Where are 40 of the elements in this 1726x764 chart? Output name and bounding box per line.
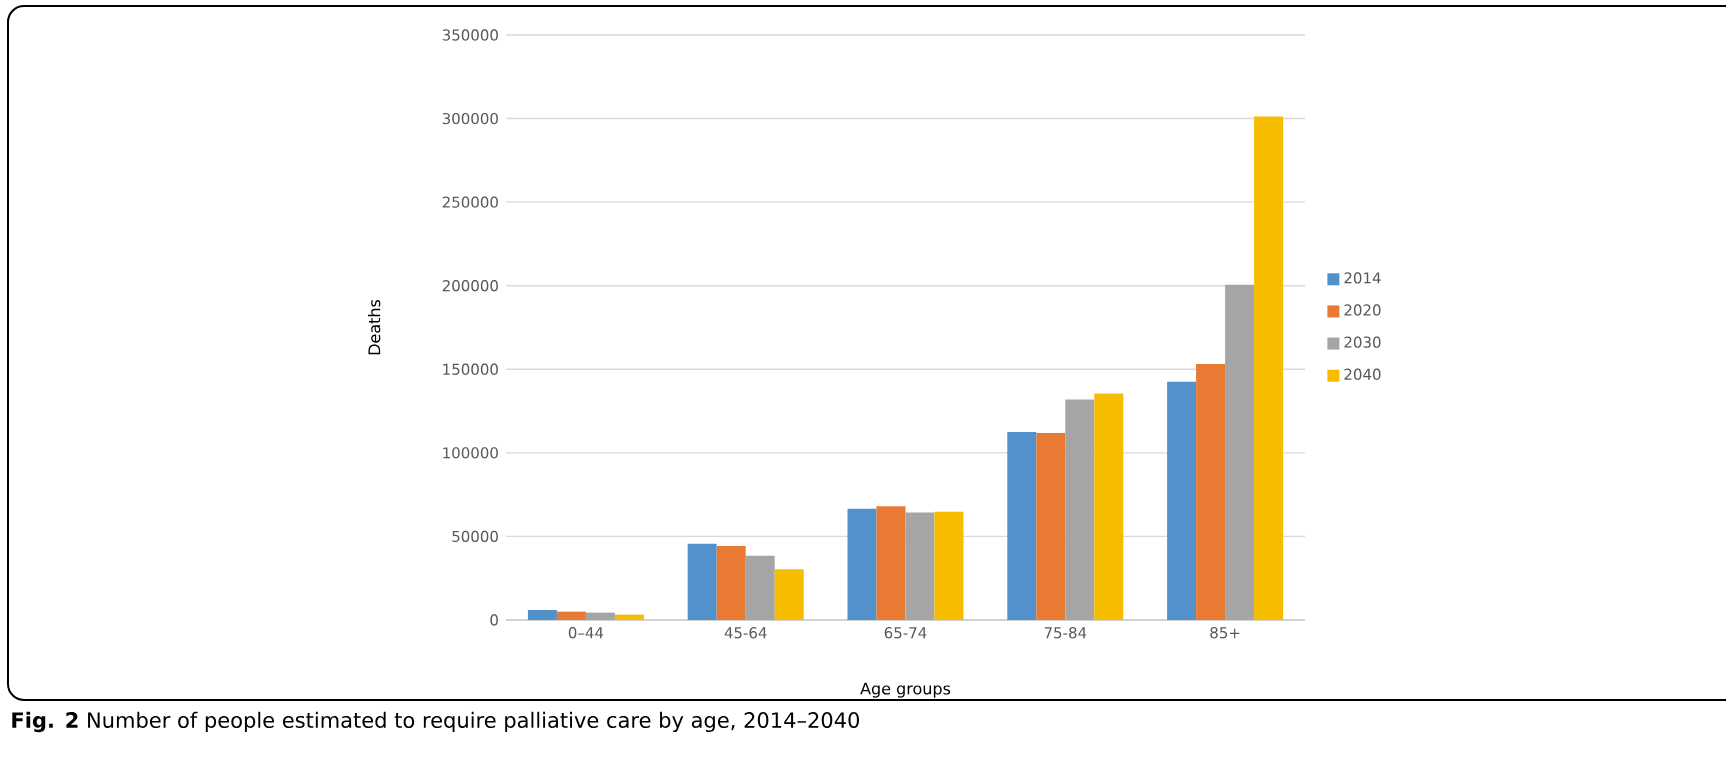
x-tick-label: 0–44 — [568, 627, 604, 639]
legend-label: 2014 — [1344, 272, 1381, 284]
bar — [1036, 433, 1066, 620]
x-axis-title: Age groups — [860, 682, 951, 698]
y-tick-label: 300000 — [442, 112, 498, 125]
bar — [847, 508, 877, 620]
y-tick-label: 50000 — [452, 530, 498, 543]
bar — [585, 612, 615, 620]
x-tick-label: 85+ — [1210, 627, 1240, 639]
text: Fig. 2 Number of people estimated to require palliative care by age, 2014–2040 — [12, 711, 860, 733]
x-tick-label: 65-74 — [884, 627, 927, 639]
bar — [1196, 363, 1226, 620]
bar — [527, 609, 557, 620]
bar — [614, 614, 644, 620]
bar — [687, 543, 717, 620]
y-tick-label: 100000 — [443, 447, 498, 459]
y-axis-title: Deaths — [368, 299, 381, 355]
y-tick-label: 200000 — [442, 280, 498, 292]
bar — [934, 511, 964, 620]
x-tick-label: 45-64 — [724, 627, 767, 639]
bar — [1254, 116, 1284, 620]
bar — [905, 512, 935, 620]
bar — [1065, 399, 1095, 620]
bar — [876, 506, 906, 620]
bar — [1225, 284, 1255, 620]
legend-label: 2030 — [1344, 336, 1381, 348]
y-tick-label: 0 — [490, 614, 498, 626]
bar — [1167, 381, 1197, 620]
y-tick-label: 350000 — [442, 29, 498, 41]
bar — [716, 546, 746, 620]
y-tick-label: 150000 — [443, 363, 498, 375]
bar — [745, 555, 775, 620]
y-tick-label: 250000 — [442, 196, 498, 208]
legend-label: 2040 — [1344, 368, 1381, 380]
x-tick-label: 75-84 — [1044, 627, 1087, 639]
legend-label: 2020 — [1344, 304, 1381, 316]
bar — [1007, 432, 1037, 620]
bar — [1094, 393, 1124, 620]
bar — [556, 611, 586, 620]
bar — [774, 569, 804, 620]
